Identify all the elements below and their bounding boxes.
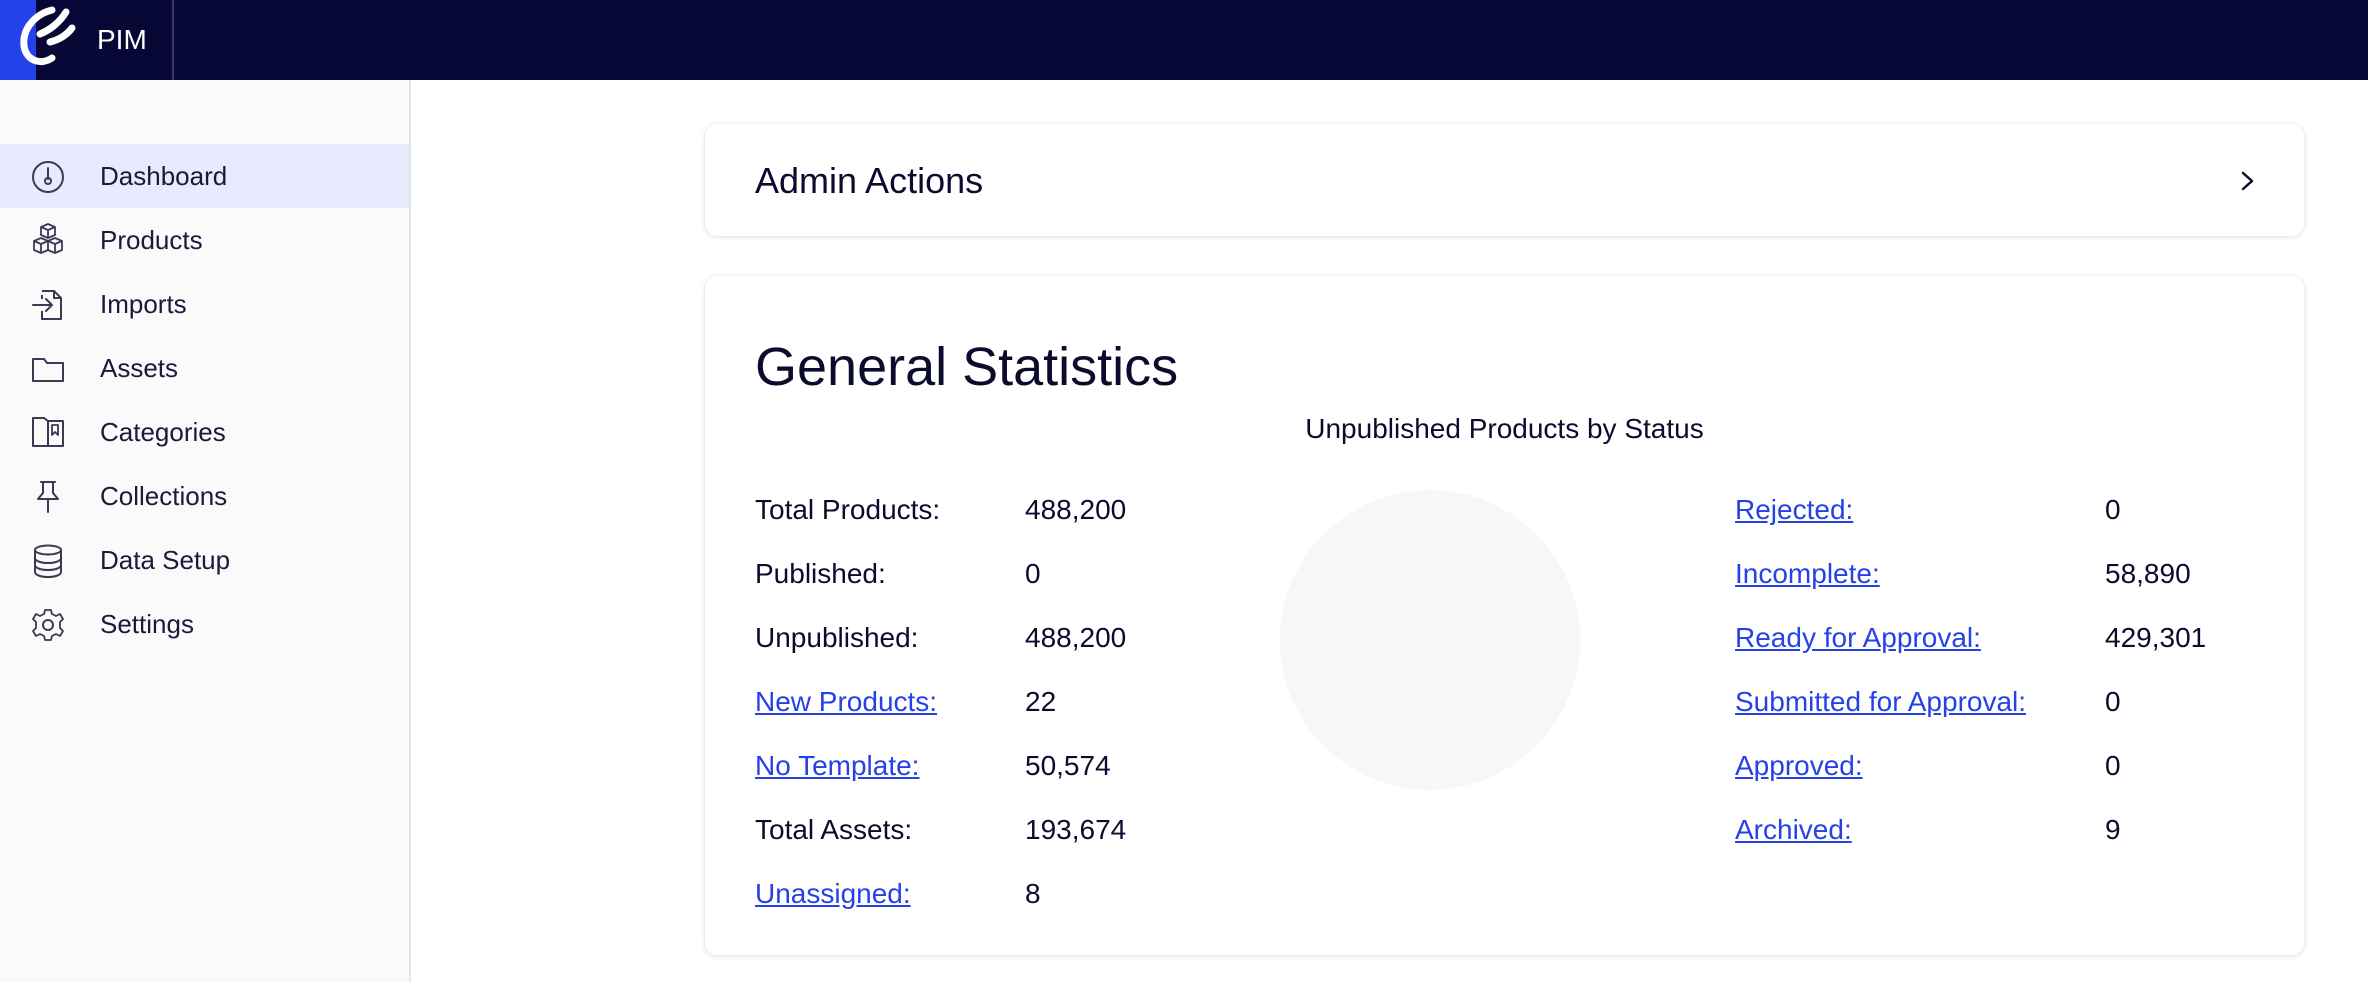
stat-row-rejected: Rejected: 0 xyxy=(1735,490,2255,530)
sidebar-item-dashboard[interactable]: Dashboard xyxy=(0,144,409,208)
app-name: PIM xyxy=(97,24,147,55)
sidebar-item-label: Imports xyxy=(100,289,187,319)
new-products-link[interactable]: New Products: xyxy=(755,686,938,717)
stat-row-ready-for-approval: Ready for Approval: 429,301 xyxy=(1735,618,2255,658)
admin-actions-title: Admin Actions xyxy=(755,160,984,201)
stat-value: 0 xyxy=(2105,750,2121,781)
dashboard-icon xyxy=(32,161,64,193)
stat-row-new-products: New Products: 22 xyxy=(755,682,1255,722)
stat-row-submitted-for-approval: Submitted for Approval: 0 xyxy=(1735,682,2255,722)
stat-row-unassigned: Unassigned: 8 xyxy=(755,874,1255,914)
stat-label: Unpublished: xyxy=(755,622,919,653)
incomplete-link[interactable]: Incomplete: xyxy=(1735,558,1880,589)
sidebar-item-label: Settings xyxy=(100,609,194,639)
sidebar-item-collections[interactable]: Collections xyxy=(0,464,409,528)
sidebar-item-label: Assets xyxy=(100,353,179,383)
app-logo[interactable] xyxy=(0,0,80,80)
sidebar: Dashboard Products Imports Assets Categ xyxy=(0,80,411,982)
submitted-for-approval-link[interactable]: Submitted for Approval: xyxy=(1735,686,2027,717)
stat-row-total-assets: Total Assets: 193,674 xyxy=(755,810,1255,850)
stat-value: 488,200 xyxy=(1025,494,1127,525)
stat-row-archived: Archived: 9 xyxy=(1735,810,2255,850)
sidebar-item-assets[interactable]: Assets xyxy=(0,336,409,400)
folder-icon xyxy=(32,358,64,382)
stat-label: Published: xyxy=(755,558,886,589)
admin-actions-card[interactable]: Admin Actions xyxy=(705,124,2304,236)
stat-row-no-template: No Template: 50,574 xyxy=(755,746,1255,786)
sidebar-item-imports[interactable]: Imports xyxy=(0,272,409,336)
stat-value: 58,890 xyxy=(2105,558,2191,589)
top-bar: PIM xyxy=(0,0,2368,80)
stat-value: 429,301 xyxy=(2105,622,2207,653)
pie-placeholder xyxy=(1280,490,1580,790)
stat-value: 0 xyxy=(2105,494,2121,525)
stat-row-unpublished: Unpublished: 488,200 xyxy=(755,618,1255,658)
sidebar-item-label: Dashboard xyxy=(100,161,228,191)
stat-value: 9 xyxy=(2105,814,2121,845)
import-icon xyxy=(32,290,62,320)
topbar-divider xyxy=(172,0,174,80)
stat-value: 22 xyxy=(1025,686,1057,717)
stat-value: 488,200 xyxy=(1025,622,1127,653)
general-statistics-card: General Statistics Unpublished Products … xyxy=(705,276,2304,955)
stat-value: 0 xyxy=(1025,558,1041,589)
sidebar-item-products[interactable]: Products xyxy=(0,208,409,272)
chevron-right-icon[interactable] xyxy=(2233,164,2263,198)
stat-value: 193,674 xyxy=(1025,814,1127,845)
boxes-icon xyxy=(33,223,63,254)
sidebar-item-categories[interactable]: Categories xyxy=(0,400,409,464)
database-icon xyxy=(34,544,62,579)
approved-link[interactable]: Approved: xyxy=(1735,750,1863,781)
gear-icon xyxy=(32,609,64,641)
sidebar-item-label: Data Setup xyxy=(100,545,231,575)
chart-title: Unpublished Products by Status xyxy=(1305,413,1704,444)
unassigned-link[interactable]: Unassigned: xyxy=(755,878,911,909)
sidebar-item-label: Categories xyxy=(100,417,226,447)
stat-label: Total Assets: xyxy=(755,814,913,845)
sidebar-item-label: Products xyxy=(100,225,203,255)
stat-row-published: Published: 0 xyxy=(755,554,1255,594)
pin-icon xyxy=(37,481,59,513)
rejected-link[interactable]: Rejected: xyxy=(1735,494,1854,525)
sidebar-item-data-setup[interactable]: Data Setup xyxy=(0,528,409,592)
status-pie-chart[interactable] xyxy=(1280,490,1580,790)
stat-value: 0 xyxy=(2105,686,2121,717)
sidebar-item-settings[interactable]: Settings xyxy=(0,592,409,656)
stat-row-approved: Approved: 0 xyxy=(1735,746,2255,786)
book-icon xyxy=(32,417,64,447)
logo-icon xyxy=(20,6,76,65)
stat-value: 50,574 xyxy=(1025,750,1111,781)
no-template-link[interactable]: No Template: xyxy=(755,750,920,781)
sidebar-item-label: Collections xyxy=(100,481,228,511)
stat-label: Total Products: xyxy=(755,494,941,525)
archived-link[interactable]: Archived: xyxy=(1735,814,1852,845)
stat-row-total-products: Total Products: 488,200 xyxy=(755,490,1255,530)
stats-title: General Statistics xyxy=(755,337,1179,397)
stat-value: 8 xyxy=(1025,878,1041,909)
stat-row-incomplete: Incomplete: 58,890 xyxy=(1735,554,2255,594)
ready-for-approval-link[interactable]: Ready for Approval: xyxy=(1735,622,1981,653)
